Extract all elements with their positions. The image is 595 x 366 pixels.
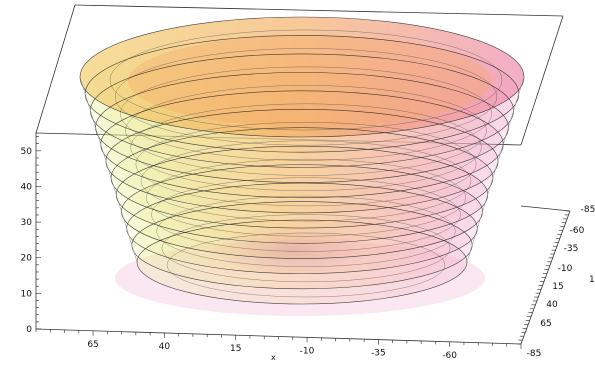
bowl-surface (79, 16, 525, 316)
z-tick-label: 10 (21, 289, 33, 299)
bowl-inner-ring (125, 85, 487, 176)
bowl-right-silhouette (466, 76, 525, 263)
bowl-inner-ring (109, 29, 503, 131)
box-edge-back-top (74, 4, 564, 17)
bowl-inner-ring (130, 103, 482, 191)
x-tick-label: 40 (159, 342, 171, 352)
bowl-inner-ring (161, 214, 451, 283)
x-tick-label: -10 (300, 346, 315, 356)
z-tick-label: 30 (21, 218, 33, 228)
z-tick-label: 50 (21, 147, 33, 157)
box-edge-floor-back (520, 205, 571, 212)
bowl-inner-ring (166, 232, 446, 298)
y-tick-label: 65 (540, 319, 551, 329)
box-edge-back-left (35, 4, 76, 134)
z-tick-label: 40 (21, 182, 33, 192)
y-tick-label: -35 (564, 244, 579, 254)
bowl-top-face (80, 17, 524, 137)
bowl-inner-ring (151, 177, 461, 252)
x-tick-label: -60 (442, 351, 457, 361)
y-tick-label: -85 (527, 349, 542, 359)
bowl-inner-ring (140, 140, 472, 222)
y-tick-label: -10 (558, 264, 573, 274)
bowl-top-inner-face (128, 35, 492, 127)
bowl-inner-ring (146, 158, 466, 237)
y-tick-label: 15 (552, 282, 563, 292)
x-tick-label: 65 (87, 340, 98, 350)
bowl-inner-ring (156, 195, 456, 267)
bowl-inner-ring (135, 122, 477, 207)
axes-group: 0 10 20 30 40 50 65 40 15 -10 -35 -60 -85 -60 -35 -10 15… (21, 136, 595, 361)
right-edge-partial-tick: 1 (589, 275, 595, 285)
bowl-inner-ring (120, 66, 492, 161)
bowl-left-silhouette (79, 76, 138, 263)
y-tick-label: 40 (546, 300, 558, 310)
y-tick-label: -60 (570, 226, 585, 236)
z-tick-label: 0 (26, 325, 32, 335)
bowl-inner-ring (114, 48, 498, 146)
x-tick-label: -35 (371, 349, 386, 359)
box-edge-back-right (520, 15, 564, 146)
x-tick-label: 15 (230, 344, 241, 354)
z-tick-label: 20 (21, 254, 33, 264)
x-axis-label: x (271, 353, 276, 362)
y-tick-label: -85 (581, 205, 595, 215)
